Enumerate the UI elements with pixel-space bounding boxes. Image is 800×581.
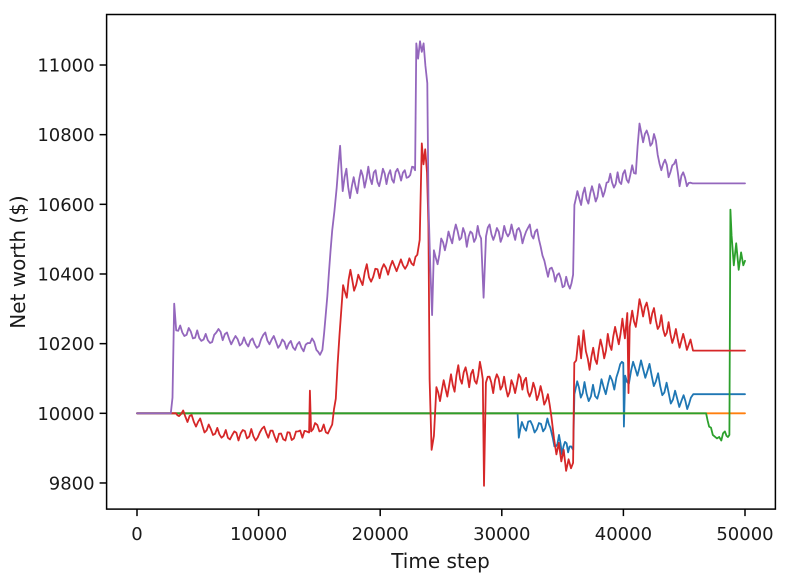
x-tick-label: 50000 xyxy=(716,524,773,545)
y-tick-label: 10800 xyxy=(37,125,94,146)
series-purple-line xyxy=(136,40,746,415)
y-tick-label: 10200 xyxy=(37,334,94,355)
series-green-line xyxy=(136,208,746,442)
y-tick-label: 11000 xyxy=(37,56,94,77)
x-tick-label: 40000 xyxy=(595,524,652,545)
series-blue-line xyxy=(136,359,746,456)
x-axis-label: Time step xyxy=(391,549,490,573)
y-axis-label: Net worth ($) xyxy=(6,195,30,329)
series-red-line xyxy=(136,142,746,487)
x-tick-label: 20000 xyxy=(352,524,409,545)
y-tick-label: 10600 xyxy=(37,195,94,216)
x-tick-label: 30000 xyxy=(473,524,530,545)
y-tick-label: 10400 xyxy=(37,264,94,285)
series-lines xyxy=(136,40,746,487)
y-tick-label: 9800 xyxy=(49,473,95,494)
x-tick-label: 0 xyxy=(131,524,142,545)
y-tick-label: 10000 xyxy=(37,404,94,425)
tick-marks xyxy=(99,64,746,517)
x-tick-label: 10000 xyxy=(230,524,287,545)
plot-border xyxy=(105,13,777,510)
tick-labels: 0 10000 20000 30000 40000 50000 9800 10000 10200… xyxy=(37,56,773,546)
